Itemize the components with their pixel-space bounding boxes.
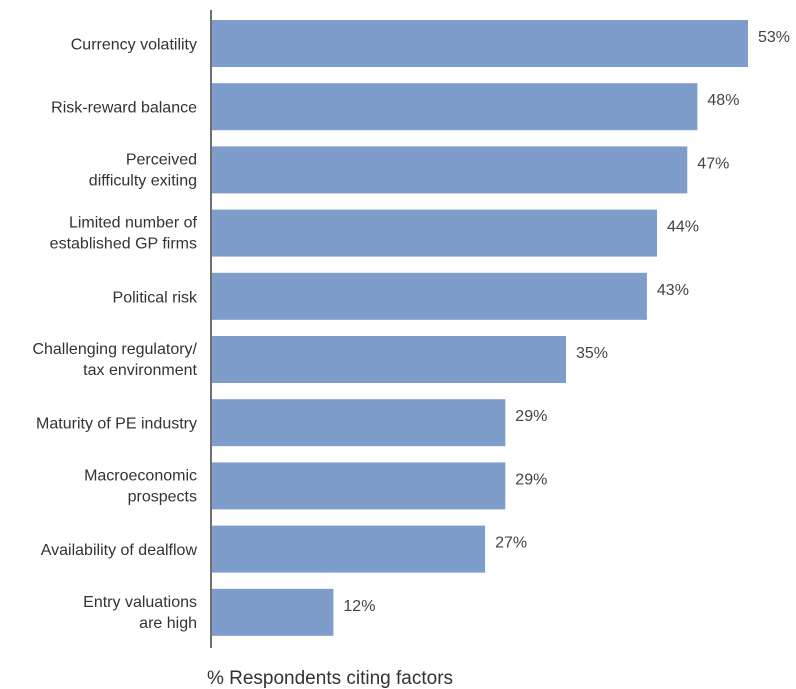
category-label-5: Political risk — [113, 289, 198, 306]
category-label-9: Availability of dealflow — [41, 542, 198, 559]
bar-10 — [212, 588, 334, 636]
bar-4 — [212, 209, 657, 257]
bar-9 — [212, 525, 486, 573]
bar-1 — [212, 20, 748, 67]
bar-5 — [212, 272, 647, 320]
category-labels-group: Currency volatility Risk-reward balance Pe… — [32, 37, 198, 632]
category-label-10: Entry valuations are high — [83, 594, 197, 632]
value-label-4: 44% — [667, 219, 699, 236]
value-label-7: 29% — [515, 408, 547, 425]
bar-2 — [212, 83, 698, 131]
bar-8 — [212, 462, 506, 510]
value-label-5: 43% — [657, 282, 689, 299]
x-axis-title: % Respondents citing factors — [207, 668, 453, 689]
category-label-2: Risk-reward balance — [51, 100, 197, 117]
category-label-1: Currency volatility — [71, 37, 197, 54]
bar-3 — [212, 146, 688, 194]
category-label-8: Macroeconomic prospects — [84, 467, 197, 505]
category-label-7: Maturity of PE industry — [36, 416, 197, 433]
category-label-4: Limited number of established GP firms — [50, 215, 198, 253]
value-labels-group: 53% 48% 47% 44% 43% 35% 29% 29% 27% 12% — [343, 29, 790, 615]
value-label-10: 12% — [343, 598, 375, 615]
value-label-9: 27% — [495, 535, 527, 552]
value-label-2: 48% — [707, 92, 739, 109]
category-label-6: Challenging regulatory/tax environment — [32, 341, 197, 379]
value-label-3: 47% — [697, 155, 729, 172]
bar-6 — [212, 336, 566, 383]
bar-7 — [212, 399, 506, 447]
value-label-8: 29% — [515, 471, 547, 488]
bars-group — [212, 20, 748, 636]
value-label-6: 35% — [576, 345, 608, 362]
category-label-3: Perceived difficulty exiting — [89, 151, 197, 189]
value-label-1: 53% — [758, 29, 790, 46]
